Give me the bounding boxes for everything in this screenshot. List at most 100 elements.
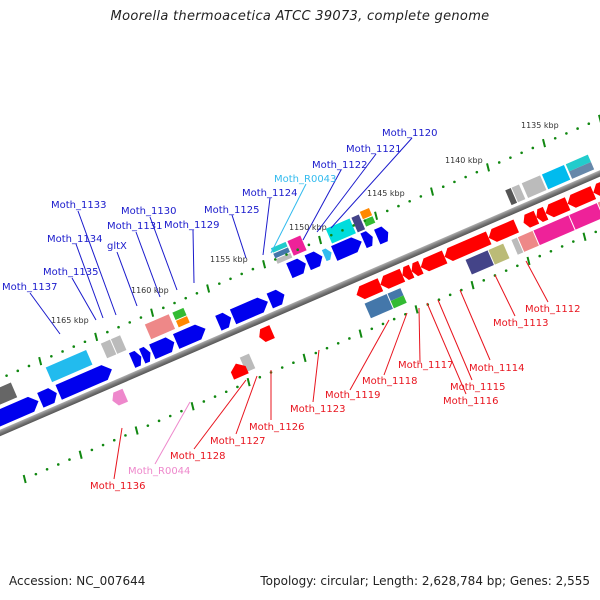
label-leader <box>418 307 421 363</box>
gene-label[interactable]: Moth_1121 <box>346 144 401 155</box>
gene-label[interactable]: Moth_1117 <box>398 360 453 371</box>
kbp-label: 1155 kbp <box>210 255 248 264</box>
label-leader <box>302 169 342 241</box>
gene-label[interactable]: Moth_1124 <box>242 188 297 199</box>
minor-tick <box>180 409 183 413</box>
gene-label[interactable]: Moth_1127 <box>210 436 265 447</box>
label-leader <box>113 427 123 480</box>
gene-label[interactable]: Moth_1118 <box>362 376 417 387</box>
minor-tick <box>202 400 206 403</box>
gene-label[interactable]: Moth_1134 <box>47 234 102 245</box>
genome-backbone <box>0 152 600 444</box>
minor-tick <box>475 170 479 174</box>
minor-tick <box>5 374 8 377</box>
minor-tick <box>516 264 519 268</box>
minor-tick <box>68 458 71 461</box>
gene-arrow <box>360 231 373 249</box>
gene-arrow <box>139 346 151 364</box>
gene-box <box>45 349 93 383</box>
minor-tick <box>218 282 221 285</box>
forward-row-1 <box>0 289 285 432</box>
minor-tick <box>538 254 542 258</box>
gene-label[interactable]: Moth_1136 <box>90 481 145 492</box>
gene-box <box>270 241 288 253</box>
gene-label[interactable]: Moth_1122 <box>312 160 367 171</box>
gene-arrow <box>567 186 597 208</box>
forward-row-2 <box>0 307 190 414</box>
minor-tick <box>560 245 564 248</box>
gene-label[interactable]: Moth_1135 <box>43 267 98 278</box>
gene-arrow <box>149 337 175 360</box>
minor-tick <box>240 272 244 276</box>
forward-cluster-upper <box>270 207 389 279</box>
gene-box <box>239 353 256 373</box>
label-leader <box>494 274 516 317</box>
major-tick <box>302 353 307 363</box>
gene-label[interactable]: Moth_R0044 <box>128 466 190 477</box>
kbp-label: 1150 kbp <box>289 223 327 232</box>
gene-label[interactable]: Moth_1137 <box>2 282 57 293</box>
gene-box <box>0 382 18 414</box>
kbp-label: 1145 kbp <box>367 189 405 198</box>
gene-label[interactable]: Moth_1112 <box>525 304 580 315</box>
gene-box <box>273 247 290 259</box>
minor-tick <box>236 385 239 389</box>
label-leader <box>71 277 97 321</box>
label-leader <box>330 137 413 229</box>
minor-tick <box>296 248 299 251</box>
label-leader <box>312 349 320 403</box>
gene-box <box>521 175 547 198</box>
gene-label[interactable]: Moth_1131 <box>107 221 162 232</box>
gene-label[interactable]: Moth_1126 <box>249 422 304 433</box>
gene-label[interactable]: Moth_1113 <box>493 318 548 329</box>
minor-tick <box>229 277 232 281</box>
gene-box <box>359 207 373 220</box>
gene-arrow <box>411 260 424 277</box>
major-tick <box>38 356 43 366</box>
gene-arrow <box>523 210 540 228</box>
gene-label[interactable]: Moth_1119 <box>325 390 380 401</box>
gene-box <box>351 214 366 233</box>
gene-label[interactable]: Moth_R0043 <box>274 174 336 185</box>
gene-label[interactable]: Moth_1123 <box>290 404 345 415</box>
minor-tick <box>482 279 486 282</box>
minor-tick <box>307 243 311 247</box>
gene-arrow <box>215 312 232 331</box>
label-leader <box>235 375 258 435</box>
gene-label[interactable]: Moth_1125 <box>204 205 259 216</box>
minor-tick <box>124 434 127 437</box>
gene-arrow <box>0 396 39 432</box>
gene-arrow <box>444 231 492 261</box>
gene-label[interactable]: Moth_1116 <box>443 396 498 407</box>
minor-tick <box>285 253 288 256</box>
minor-tick <box>441 185 445 189</box>
minor-tick <box>352 224 355 227</box>
gene-label[interactable]: Moth_1130 <box>121 206 176 217</box>
gene-arrow <box>321 248 332 262</box>
gene-box <box>144 314 176 340</box>
minor-tick <box>419 195 423 198</box>
minor-tick <box>341 229 344 232</box>
minor-tick <box>576 127 579 130</box>
minor-tick <box>258 375 262 379</box>
gene-box <box>569 203 600 230</box>
label-leader <box>231 214 247 259</box>
minor-tick <box>72 345 76 348</box>
gene-label[interactable]: Moth_1114 <box>469 363 524 374</box>
major-tick <box>318 235 323 245</box>
gene-label[interactable]: Moth_1128 <box>170 451 225 462</box>
minor-tick <box>45 467 49 471</box>
gene-label[interactable]: Moth_1120 <box>382 128 437 139</box>
minor-tick <box>504 269 508 272</box>
reverse-labels: Moth_1112 Moth_1113 Moth_1114 Moth_1115 … <box>90 260 580 492</box>
gene-label[interactable]: gltX <box>107 241 127 252</box>
kbp-label: 1160 kbp <box>131 286 169 295</box>
gene-box <box>175 316 190 328</box>
gene-label[interactable]: Moth_1115 <box>450 382 505 393</box>
gene-label[interactable]: Moth_1129 <box>164 220 219 231</box>
gene-arrow <box>229 297 268 325</box>
gene-box <box>275 252 293 264</box>
label-leader <box>459 289 491 361</box>
label-leader <box>426 302 467 395</box>
gene-label[interactable]: Moth_1133 <box>51 200 106 211</box>
